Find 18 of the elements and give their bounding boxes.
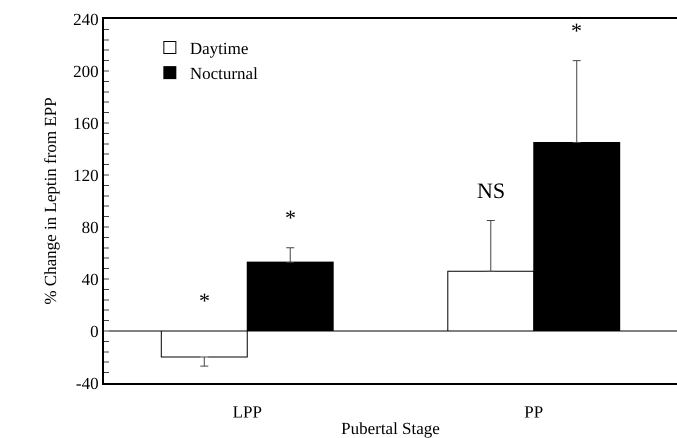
y-tick-label: 0 [90, 322, 99, 341]
y-tick-label: 160 [73, 114, 99, 133]
x-tick-label: PP [524, 402, 544, 422]
y-tick-label: 200 [73, 62, 99, 81]
y-tick-label: 80 [82, 218, 99, 237]
legend-label: Nocturnal [190, 64, 258, 84]
x-tick-label: LPP [232, 402, 262, 422]
annotation: * [571, 18, 582, 43]
y-tick-label: -40 [76, 374, 99, 393]
y-axis-title: % Change in Leptin from EPP [41, 97, 60, 305]
x-axis-title: Pubertal Stage [341, 419, 440, 438]
y-tick-label: 40 [82, 270, 99, 289]
legend-label: Daytime [190, 39, 248, 58]
annotation: NS [477, 178, 506, 203]
annotation: * [199, 288, 210, 313]
y-tick-label: 240 [73, 10, 99, 29]
annotation: * [285, 205, 296, 230]
y-tick-label: 120 [73, 166, 99, 185]
